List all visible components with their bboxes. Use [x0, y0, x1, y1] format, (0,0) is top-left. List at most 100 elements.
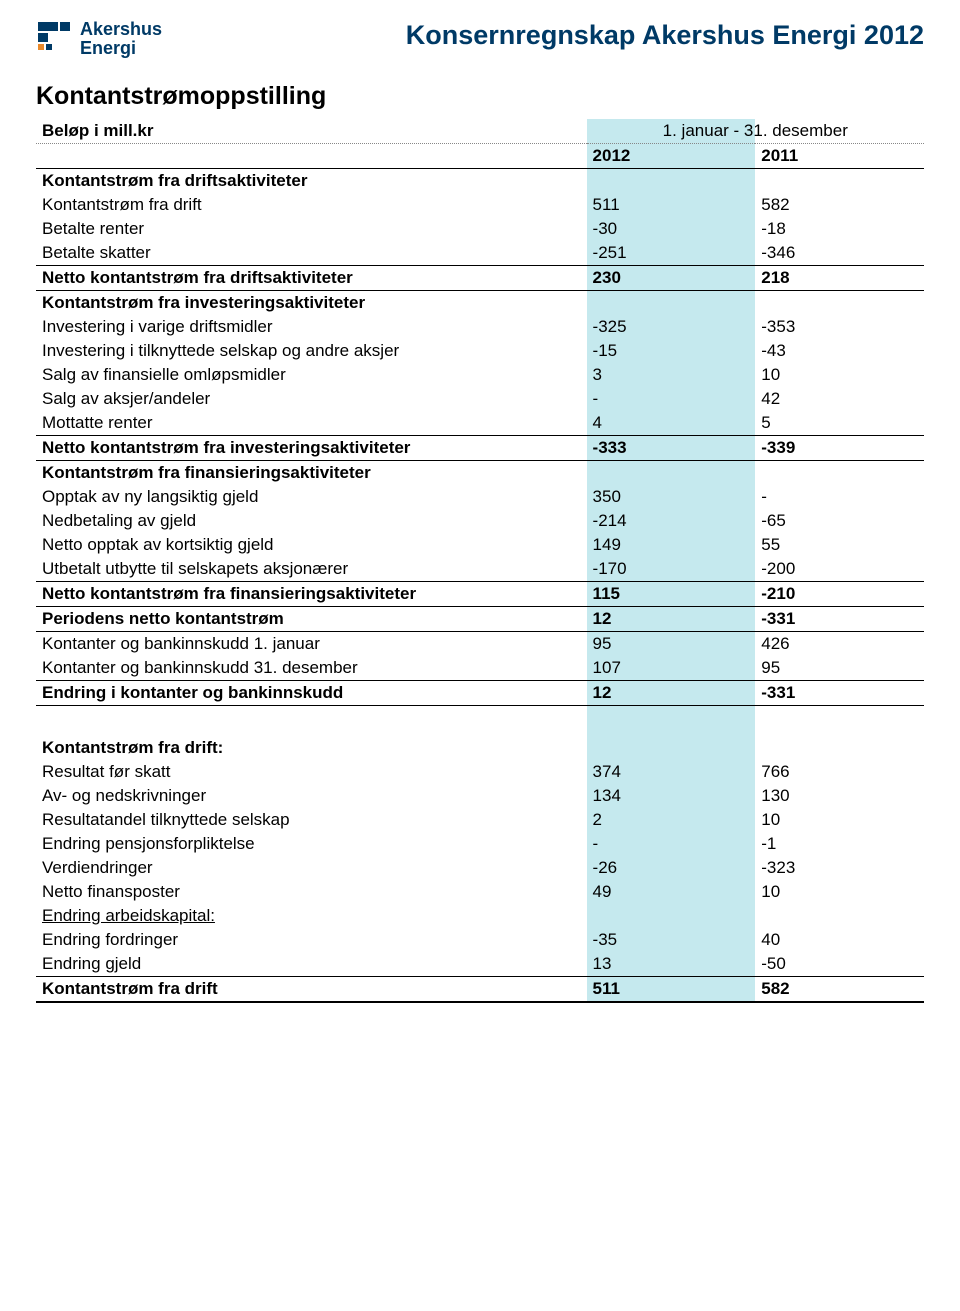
- table-row: Resultatandel tilknyttede selskap 2 10: [36, 808, 924, 832]
- table-row: Resultat før skatt 374 766: [36, 760, 924, 784]
- row-2012: -325: [587, 315, 756, 339]
- section-heading-row: Kontantstrøm fra investeringsaktiviteter: [36, 290, 924, 315]
- row-2011: 582: [755, 193, 924, 217]
- row-2012: 2: [587, 808, 756, 832]
- row-2012: 3: [587, 363, 756, 387]
- row-label: Betalte renter: [36, 217, 587, 241]
- subtotal-2011: -339: [755, 435, 924, 460]
- cashflow-table: Beløp i mill.kr 1. januar - 31. desember…: [36, 119, 924, 1003]
- table-row: Mottatte renter 4 5: [36, 411, 924, 436]
- caption-label: Beløp i mill.kr: [36, 119, 587, 144]
- row-2012: 4: [587, 411, 756, 436]
- cash-change-2012: 12: [587, 680, 756, 705]
- row-2011: 42: [755, 387, 924, 411]
- year-col-2: 2011: [755, 143, 924, 168]
- row-label: Netto opptak av kortsiktig gjeld: [36, 533, 587, 557]
- row-2011: 130: [755, 784, 924, 808]
- section-heading: Kontantstrøm fra driftsaktiviteter: [36, 168, 587, 193]
- period-total-2012: 12: [587, 606, 756, 631]
- caption-row: Beløp i mill.kr 1. januar - 31. desember: [36, 119, 924, 144]
- row-2011: 10: [755, 808, 924, 832]
- wc-heading: Endring arbeidskapital:: [42, 906, 215, 925]
- subtotal-label: Netto kontantstrøm fra investeringsaktiv…: [36, 435, 587, 460]
- subtotal-2011: 218: [755, 265, 924, 290]
- wc-heading-row: Endring arbeidskapital:: [36, 904, 924, 928]
- row-2012: -30: [587, 217, 756, 241]
- table-row: Nedbetaling av gjeld -214 -65: [36, 509, 924, 533]
- logo-text: Akershus Energi: [80, 20, 162, 58]
- row-2011: -50: [755, 952, 924, 977]
- table-row: Investering i tilknyttede selskap og and…: [36, 339, 924, 363]
- header: Akershus Energi Konsernregnskap Akershus…: [36, 20, 924, 58]
- row-2012: 107: [587, 656, 756, 681]
- document-title: Konsernregnskap Akershus Energi 2012: [182, 20, 924, 51]
- row-label: Opptak av ny langsiktig gjeld: [36, 485, 587, 509]
- row-2012: 13: [587, 952, 756, 977]
- row-2011: -18: [755, 217, 924, 241]
- row-2011: 95: [755, 656, 924, 681]
- recon-total-row: Kontantstrøm fra drift 511 582: [36, 976, 924, 1002]
- row-2011: -65: [755, 509, 924, 533]
- subtotal-label: Netto kontantstrøm fra finansieringsakti…: [36, 581, 587, 606]
- recon-total-label: Kontantstrøm fra drift: [36, 976, 587, 1002]
- row-2012: 374: [587, 760, 756, 784]
- table-row: Betalte renter -30 -18: [36, 217, 924, 241]
- row-2011: -: [755, 485, 924, 509]
- row-2011: -353: [755, 315, 924, 339]
- row-2011: 426: [755, 631, 924, 656]
- page: Akershus Energi Konsernregnskap Akershus…: [0, 0, 960, 1043]
- row-label: Verdiendringer: [36, 856, 587, 880]
- statement-title: Kontantstrømoppstilling: [36, 82, 924, 111]
- section-heading: Kontantstrøm fra investeringsaktiviteter: [36, 290, 587, 315]
- row-2012: 49: [587, 880, 756, 904]
- logo-mark-icon: [36, 20, 72, 56]
- table-row: Endring pensjonsforpliktelse - -1: [36, 832, 924, 856]
- row-label: Betalte skatter: [36, 241, 587, 266]
- subtotal-2012: 115: [587, 581, 756, 606]
- row-label: Investering i varige driftsmidler: [36, 315, 587, 339]
- row-label: Endring pensjonsforpliktelse: [36, 832, 587, 856]
- row-2011: -200: [755, 557, 924, 582]
- row-label: Salg av aksjer/andeler: [36, 387, 587, 411]
- subtotal-row: Netto kontantstrøm fra driftsaktiviteter…: [36, 265, 924, 290]
- table-row: Kontanter og bankinnskudd 1. januar 95 4…: [36, 631, 924, 656]
- section-heading-row: Kontantstrøm fra driftsaktiviteter: [36, 168, 924, 193]
- table-row: Betalte skatter -251 -346: [36, 241, 924, 266]
- table-row: Salg av aksjer/andeler - 42: [36, 387, 924, 411]
- row-2012: -170: [587, 557, 756, 582]
- row-2012: -214: [587, 509, 756, 533]
- row-2012: -35: [587, 928, 756, 952]
- period-label: 1. januar - 31. desember: [587, 119, 924, 144]
- cash-change-label: Endring i kontanter og bankinnskudd: [36, 680, 587, 705]
- table-row: Utbetalt utbytte til selskapets aksjonær…: [36, 557, 924, 582]
- table-row: Kontantstrøm fra drift 511 582: [36, 193, 924, 217]
- row-label: Netto finansposter: [36, 880, 587, 904]
- table-row: Verdiendringer -26 -323: [36, 856, 924, 880]
- cash-change-row: Endring i kontanter og bankinnskudd 12 -…: [36, 680, 924, 705]
- period-total-2011: -331: [755, 606, 924, 631]
- period-total-label: Periodens netto kontantstrøm: [36, 606, 587, 631]
- row-label: Nedbetaling av gjeld: [36, 509, 587, 533]
- row-label: Salg av finansielle omløpsmidler: [36, 363, 587, 387]
- year-row: 2012 2011: [36, 143, 924, 168]
- table-row: Opptak av ny langsiktig gjeld 350 -: [36, 485, 924, 509]
- row-2011: 5: [755, 411, 924, 436]
- cash-change-2011: -331: [755, 680, 924, 705]
- row-2011: 55: [755, 533, 924, 557]
- subtotal-2012: -333: [587, 435, 756, 460]
- row-2011: 10: [755, 363, 924, 387]
- year-col-1: 2012: [587, 143, 756, 168]
- row-2011: -346: [755, 241, 924, 266]
- row-2012: 149: [587, 533, 756, 557]
- row-2011: -1: [755, 832, 924, 856]
- row-label: Mottatte renter: [36, 411, 587, 436]
- row-2012: -: [587, 832, 756, 856]
- subtotal-2012: 230: [587, 265, 756, 290]
- recon-heading-row: Kontantstrøm fra drift:: [36, 736, 924, 760]
- subtotal-label: Netto kontantstrøm fra driftsaktiviteter: [36, 265, 587, 290]
- table-row: Netto opptak av kortsiktig gjeld 149 55: [36, 533, 924, 557]
- section-heading: Kontantstrøm fra finansieringsaktivitete…: [36, 460, 587, 485]
- row-2011: -323: [755, 856, 924, 880]
- recon-total-2012: 511: [587, 976, 756, 1002]
- row-label: Resultatandel tilknyttede selskap: [36, 808, 587, 832]
